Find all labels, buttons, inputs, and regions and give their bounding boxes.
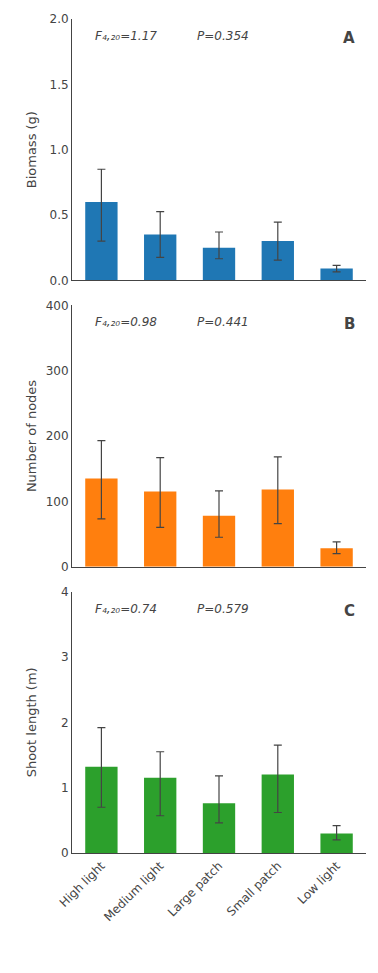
svg-text:200: 200 [46,429,69,443]
svg-text:Shoot length (m): Shoot length (m) [24,667,39,777]
svg-text:Biomass (g): Biomass (g) [24,111,39,188]
svg-text:F₄,₂₀=1.17: F₄,₂₀=1.17 [95,29,157,43]
svg-text:P=0.579: P=0.579 [197,602,249,616]
svg-text:0: 0 [61,560,69,574]
svg-text:0.5: 0.5 [50,208,69,222]
svg-text:1.0: 1.0 [50,143,69,157]
svg-text:F₄,₂₀=0.98: F₄,₂₀=0.98 [95,315,157,329]
svg-text:1: 1 [61,781,69,795]
svg-text:2.0: 2.0 [50,12,69,26]
svg-text:Low light: Low light [295,859,343,907]
svg-text:100: 100 [46,495,69,509]
svg-text:1.5: 1.5 [50,78,69,92]
svg-text:Number of nodes: Number of nodes [24,380,39,492]
svg-text:0.0: 0.0 [50,274,69,288]
svg-text:P=0.441: P=0.441 [197,315,249,329]
svg-text:Small patch: Small patch [224,859,284,919]
svg-text:300: 300 [46,364,69,378]
svg-text:F₄,₂₀=0.74: F₄,₂₀=0.74 [95,602,157,616]
svg-text:B: B [344,315,355,333]
svg-text:High light: High light [57,859,108,910]
svg-text:A: A [343,29,355,47]
svg-text:Large patch: Large patch [165,859,225,919]
svg-text:Medium light: Medium light [101,859,167,925]
svg-text:4: 4 [61,585,69,599]
svg-text:P=0.354: P=0.354 [197,29,249,43]
svg-text:2: 2 [61,716,69,730]
svg-text:3: 3 [61,650,69,664]
svg-text:400: 400 [46,299,69,313]
svg-text:C: C [344,602,355,620]
svg-text:0: 0 [61,846,69,860]
